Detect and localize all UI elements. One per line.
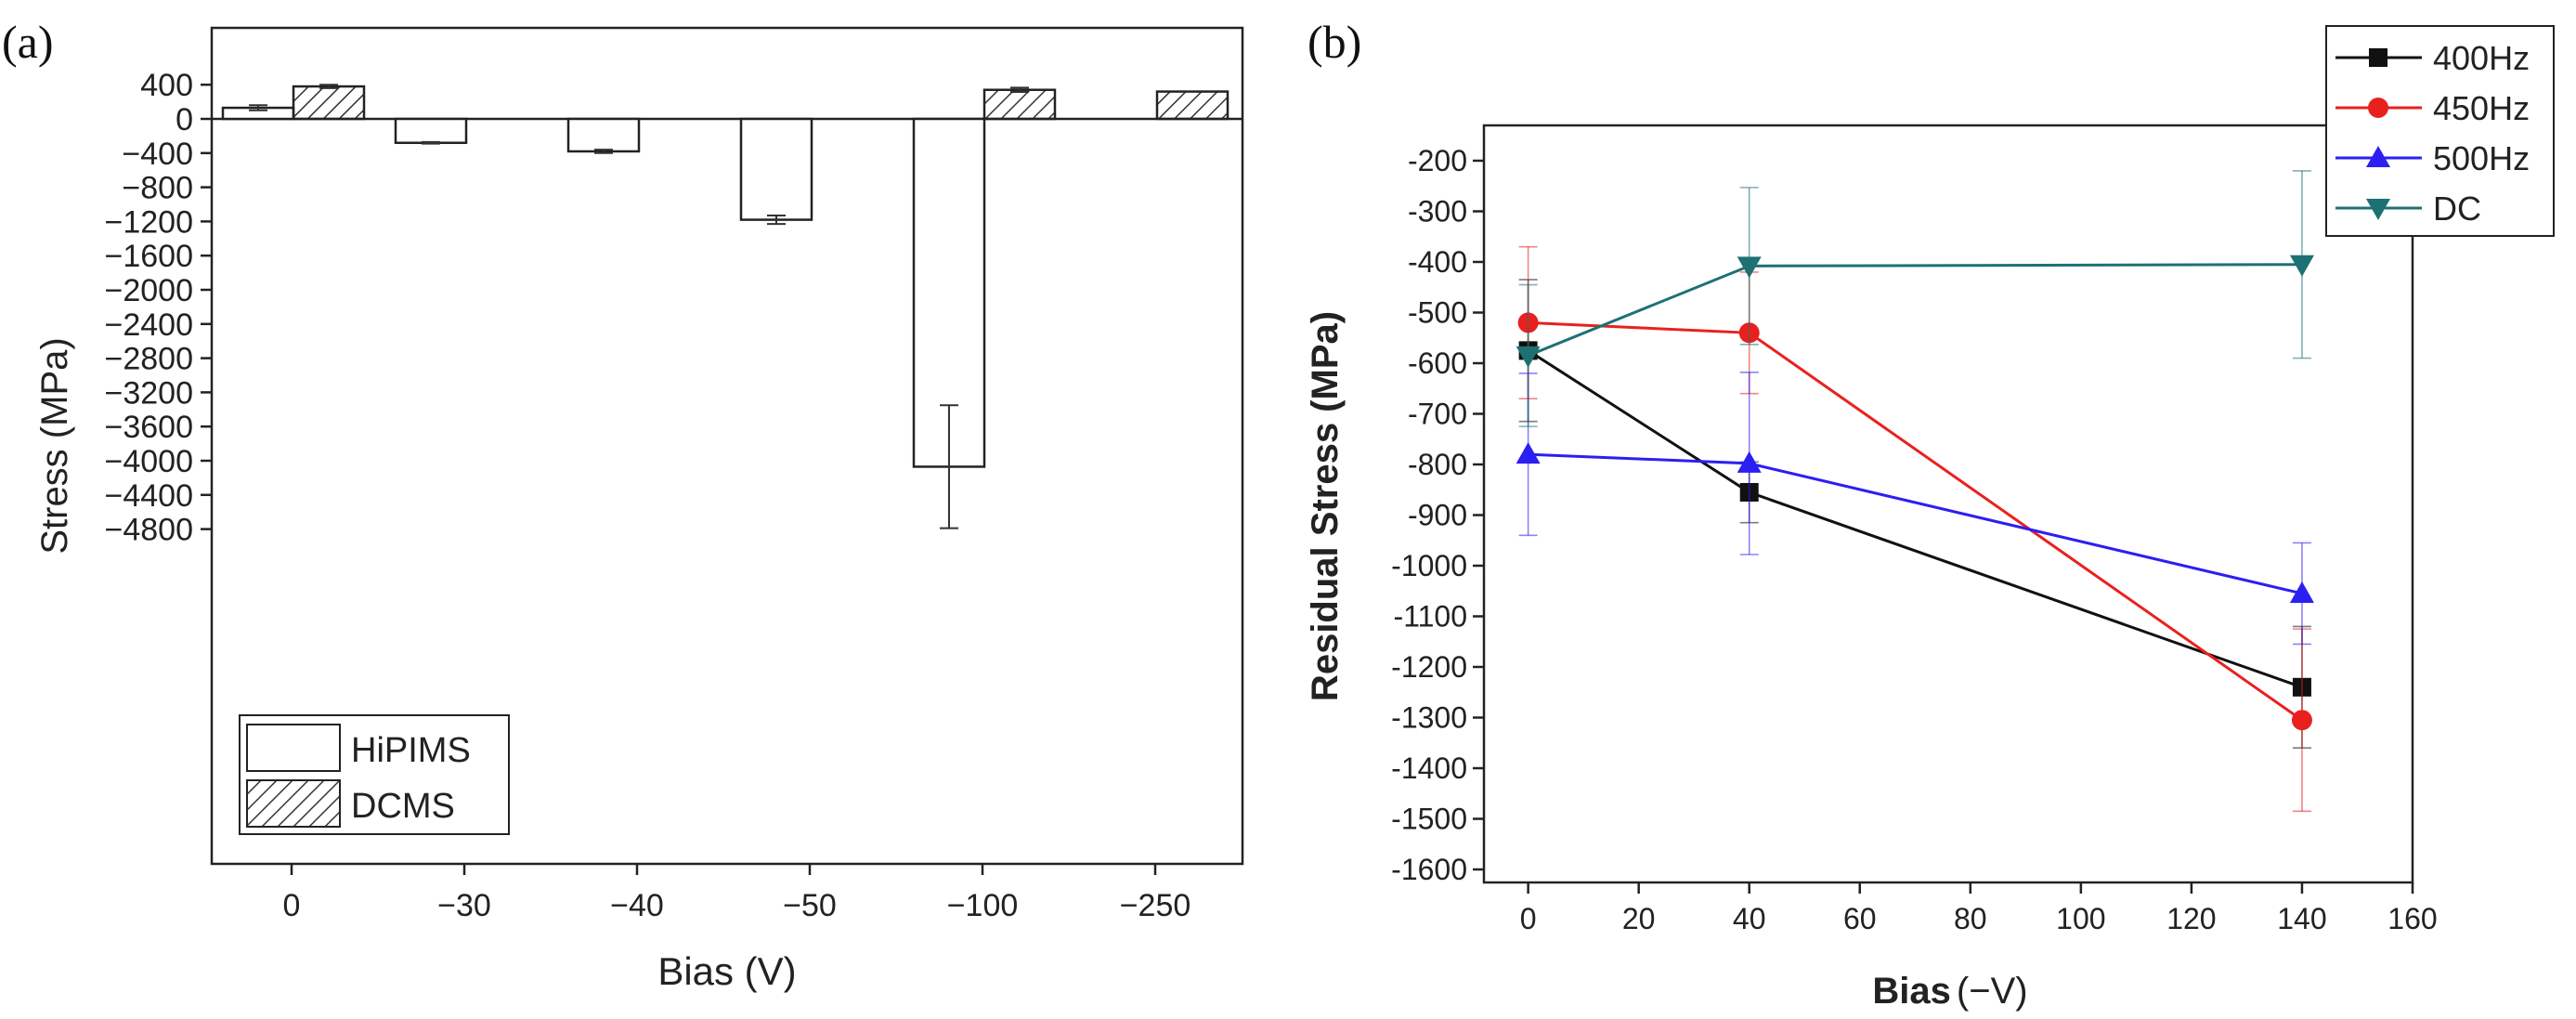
x-tick-label: 60	[1843, 902, 1877, 935]
panel-b-chart: (b) -200 -300 -400 -500 -600 -700 -800 -900 -100…	[1305, 16, 2555, 1012]
y-tick-label: −1600	[105, 239, 194, 274]
legend-label-400hz: 400Hz	[2433, 39, 2530, 77]
y-tick-label: -1100	[1394, 600, 1467, 634]
y-tick-label: -800	[1408, 448, 1467, 481]
panel-a-bars	[221, 84, 1229, 529]
y-tick-label: −3200	[105, 375, 194, 411]
point-triangle-up	[2366, 146, 2390, 167]
x-tick-label: 80	[1954, 902, 1987, 935]
bar-hipims	[394, 117, 468, 145]
series-400hz	[1518, 279, 2311, 750]
y-tick-label: -500	[1408, 296, 1467, 330]
x-tick-label: −50	[783, 888, 837, 923]
panel-a-x-axis-label: Bias (V)	[657, 949, 796, 993]
y-tick-label: 400	[140, 68, 193, 103]
panel-b-label: (b)	[1308, 16, 1361, 68]
y-tick-label: 0	[176, 102, 193, 137]
x-tick-label: −100	[947, 888, 1019, 923]
series-line	[1527, 349, 2303, 689]
point-circle	[2368, 98, 2388, 118]
y-tick-label: −3600	[105, 410, 194, 445]
panel-b-x-axis-label-unit: (−V)	[1957, 971, 2028, 1012]
panel-a-plot-frame	[210, 26, 1244, 866]
panel-b-y-ticks: -200 -300 -400 -500 -600 -700 -800 -900 -1000 -11…	[1391, 144, 1484, 886]
point-triangle-down	[2366, 199, 2390, 220]
bar-dcms	[292, 85, 366, 121]
panel-b-plot-frame	[1482, 124, 2414, 884]
panel-b-x-ticks: 0 20 40 60 80 100 120 140 160	[1520, 882, 2438, 935]
legend-label-dcms: DCMS	[351, 787, 455, 826]
x-tick-label: 120	[2166, 902, 2216, 935]
series-dc	[1516, 170, 2314, 427]
panel-b-x-axis-label-main: Bias	[1872, 971, 1951, 1012]
x-tick-label: −250	[1120, 888, 1191, 923]
panel-b-series	[1516, 170, 2314, 813]
legend-label-450hz: 450Hz	[2433, 89, 2530, 127]
y-tick-label: −4000	[105, 444, 194, 479]
point-triangle-down	[1516, 346, 1541, 368]
y-tick-label: -1500	[1391, 803, 1467, 836]
y-tick-label: -400	[1408, 245, 1467, 279]
x-tick-label: 40	[1733, 902, 1766, 935]
point-triangle-up	[2289, 581, 2314, 603]
series-line	[1528, 452, 2303, 595]
x-tick-label: 0	[283, 888, 301, 923]
y-tick-label: -1300	[1391, 701, 1467, 735]
bar-hipims	[739, 117, 813, 221]
x-tick-label: 100	[2056, 902, 2105, 935]
bar-dcms	[982, 88, 1057, 121]
legend-label-hipims: HiPIMS	[351, 731, 471, 770]
y-tick-label: −2400	[105, 307, 194, 343]
y-tick-label: −1200	[105, 204, 194, 240]
legend-label-dc: DC	[2433, 189, 2481, 228]
series-450hz	[1517, 245, 2312, 813]
y-tick-label: −2800	[105, 342, 194, 377]
panel-a-y-axis-label: Stress (MPa)	[34, 337, 75, 554]
y-tick-label: -1400	[1391, 751, 1467, 785]
x-tick-label: 160	[2387, 902, 2437, 935]
y-tick-label: −2000	[105, 273, 194, 308]
point-triangle-up	[1737, 451, 1762, 473]
y-tick-label: -900	[1408, 499, 1467, 532]
x-tick-label: 0	[1520, 902, 1537, 935]
y-tick-label: -1600	[1391, 853, 1467, 886]
panel-b-legend-frame	[2325, 25, 2555, 237]
y-tick-label: -200	[1408, 144, 1467, 177]
x-tick-label: 140	[2277, 902, 2326, 935]
y-tick-label: −800	[122, 171, 193, 206]
y-tick-label: -700	[1408, 398, 1467, 431]
panel-b-y-axis-label: Residual Stress (MPa)	[1305, 311, 1346, 701]
x-tick-label: 20	[1622, 902, 1656, 935]
y-tick-label: -300	[1408, 195, 1467, 229]
y-tick-label: −400	[122, 137, 193, 172]
y-tick-label: −4400	[105, 478, 194, 514]
y-tick-label: -600	[1408, 346, 1467, 380]
legend-swatch-dcms	[246, 779, 341, 828]
panel-b-legend: 400Hz 450Hz 500Hz DC	[2325, 25, 2555, 237]
point-triangle-up	[1516, 442, 1541, 464]
point-triangle-down	[1737, 256, 1762, 279]
panel-a-chart: (a) 4000−400−800−1200−1600−2000−2400−280…	[2, 16, 1244, 993]
bar-hipims	[566, 117, 641, 153]
legend-swatch-hipims	[246, 724, 341, 772]
panel-b-x-axis-label: Bias (−V)	[1872, 971, 2027, 1012]
panel-a-x-ticks: 0 −30 −40 −50 −100 −250	[283, 864, 1191, 923]
panel-a-label: (a)	[2, 16, 54, 68]
series-line	[1528, 263, 2302, 358]
point-triangle-down	[2289, 255, 2314, 277]
panel-a-legend: HiPIMS DCMS	[239, 714, 510, 835]
series-500hz	[1516, 372, 2314, 646]
y-tick-label: -1200	[1391, 650, 1467, 684]
bar-dcms	[1155, 90, 1229, 121]
panel-a-y-ticks: 4000−400−800−1200−1600−2000−2400−2800−32…	[105, 68, 212, 548]
series-line	[1528, 320, 2303, 722]
x-tick-label: −30	[437, 888, 491, 923]
legend-label-500hz: 500Hz	[2433, 139, 2530, 177]
point-circle	[2291, 710, 2312, 731]
point-square	[2369, 48, 2387, 67]
x-tick-label: −40	[610, 888, 664, 923]
y-tick-label: −4800	[105, 513, 194, 548]
y-tick-label: -1000	[1391, 549, 1467, 582]
